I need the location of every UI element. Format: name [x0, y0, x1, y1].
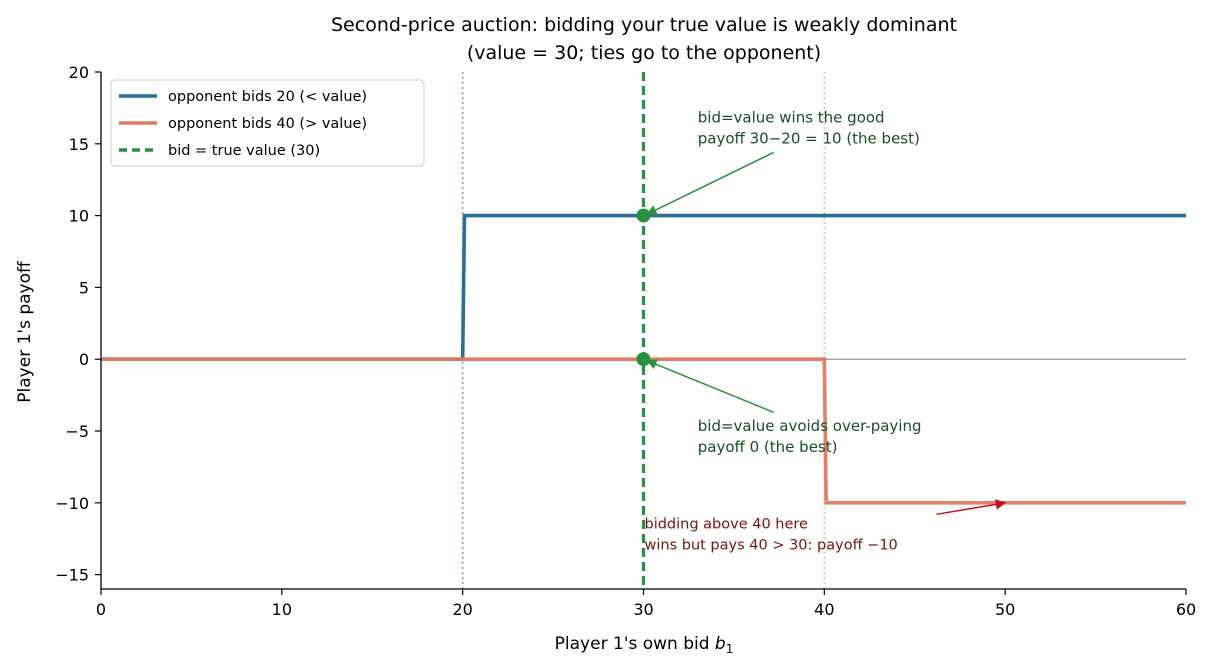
- x-tick-label: 40: [814, 600, 834, 619]
- x-tick-label: 10: [272, 600, 292, 619]
- y-axis-label: Player 1's payoff: [15, 260, 35, 403]
- axes: 0 10 20 30 40 50 60 −15 −10 −5 0 5 10 15 20: [55, 63, 1196, 619]
- annotation-text: bid=value avoids over-paying: [698, 417, 922, 435]
- legend-entry-label: bid = true value (30): [168, 143, 320, 159]
- annotation-text: payoff 30−20 = 10 (the best): [698, 129, 920, 147]
- y-tick-label: 15: [69, 135, 89, 154]
- y-tick-label: 10: [69, 207, 89, 226]
- annotation-text: bidding above 40 here: [645, 517, 809, 533]
- annotations: bid=value wins the good payoff 30−20 = 10…: [645, 108, 1007, 554]
- legend-box: [110, 79, 425, 167]
- y-tick-label: −5: [65, 422, 89, 441]
- x-tick-label: 60: [1176, 600, 1196, 619]
- legend-entry-label: opponent bids 20 (< value): [168, 89, 367, 105]
- x-tick-label: 50: [995, 600, 1015, 619]
- x-tick-label: 30: [633, 600, 653, 619]
- marker-point-2: [636, 352, 651, 367]
- chart-title: Second-price auction: bidding your true …: [331, 14, 957, 36]
- legend-entry-label: opponent bids 40 (> value): [168, 116, 367, 132]
- y-tick-label: 0: [79, 350, 89, 369]
- annotation-arrow-3: [936, 499, 1007, 516]
- annotation-text: wins but pays 40 > 30: payoff −10: [645, 538, 898, 554]
- annotation-text: payoff 0 (the best): [698, 438, 838, 456]
- y-tick-label: 20: [69, 63, 89, 82]
- annotation-arrow-2: [646, 359, 774, 414]
- annotation-arrow-1: [646, 151, 775, 215]
- y-tick-label: 5: [79, 278, 89, 297]
- chart-subtitle: (value = 30; ties go to the opponent): [467, 42, 821, 64]
- legend: opponent bids 20 (< value) opponent bids …: [110, 79, 425, 167]
- marker-point-1: [636, 208, 651, 223]
- x-tick-label: 0: [96, 600, 106, 619]
- y-tick-label: −15: [55, 566, 89, 585]
- x-axis-label: Player 1's own bid b1: [555, 634, 734, 656]
- y-tick-label: −10: [55, 494, 89, 513]
- annotation-text: bid=value wins the good: [698, 108, 885, 126]
- x-tick-label: 20: [452, 600, 472, 619]
